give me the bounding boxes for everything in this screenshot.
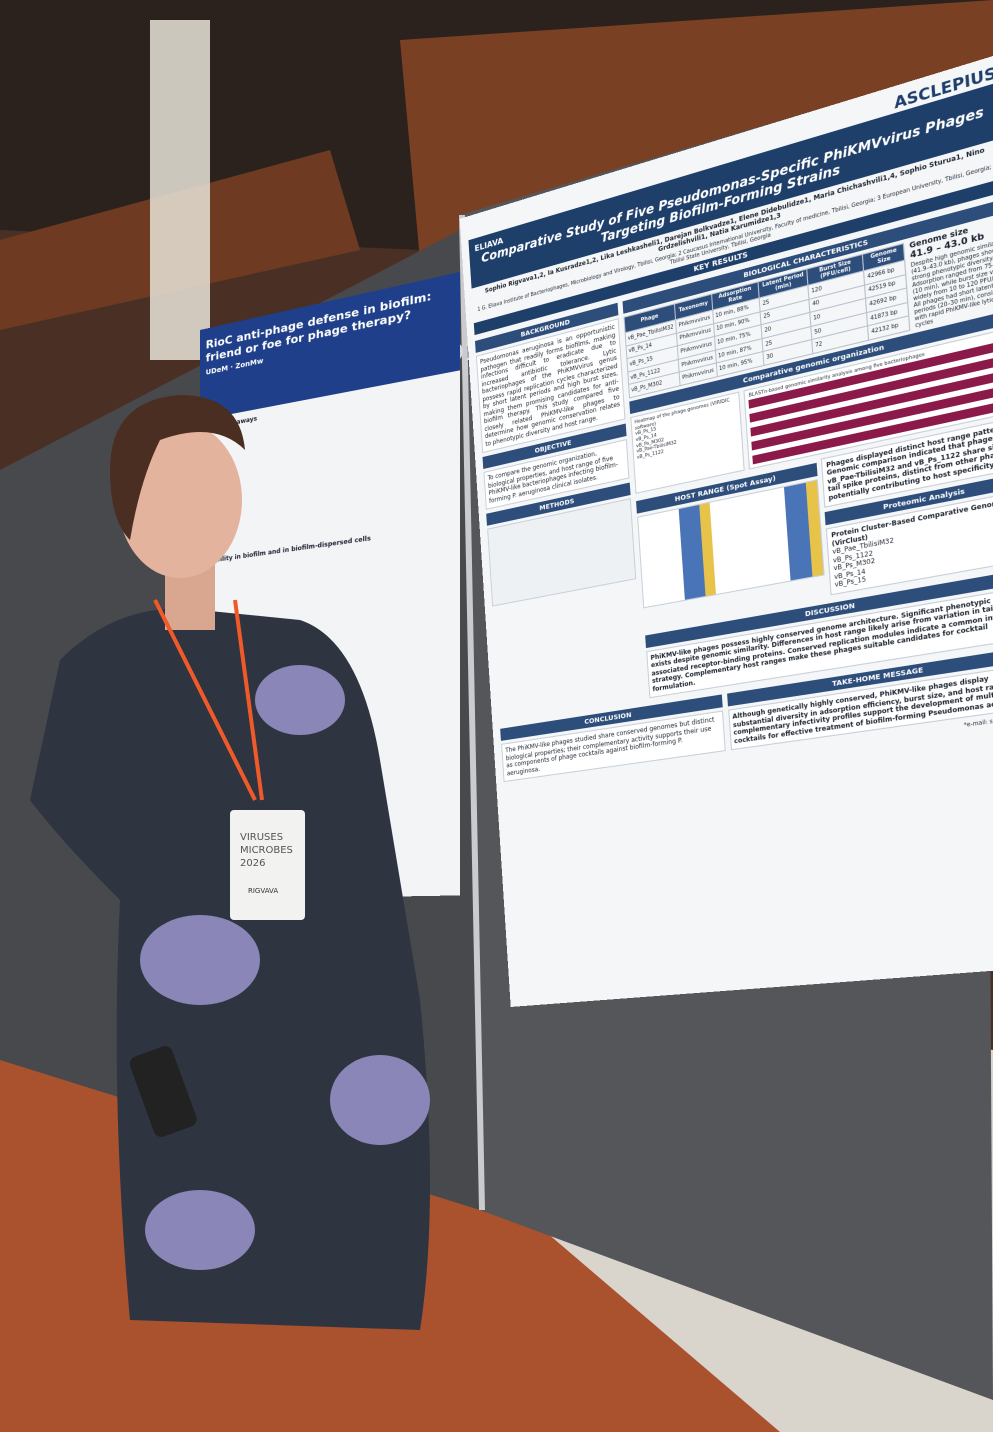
decoration (150, 20, 210, 360)
flower (330, 1055, 430, 1145)
board-frame (459, 214, 485, 1211)
badge (230, 810, 305, 920)
badge-name: RIGVAVA (248, 887, 278, 895)
lanyard (233, 599, 264, 801)
phone (129, 1046, 197, 1137)
flower (145, 1190, 255, 1270)
lanyard (153, 599, 257, 801)
badge-text: MICROBES (240, 845, 293, 856)
badge-text: VIRUSES (240, 832, 283, 843)
flower (255, 665, 345, 735)
hair (110, 395, 245, 540)
flower (140, 915, 260, 1005)
badge-text: 2026 (240, 858, 265, 869)
